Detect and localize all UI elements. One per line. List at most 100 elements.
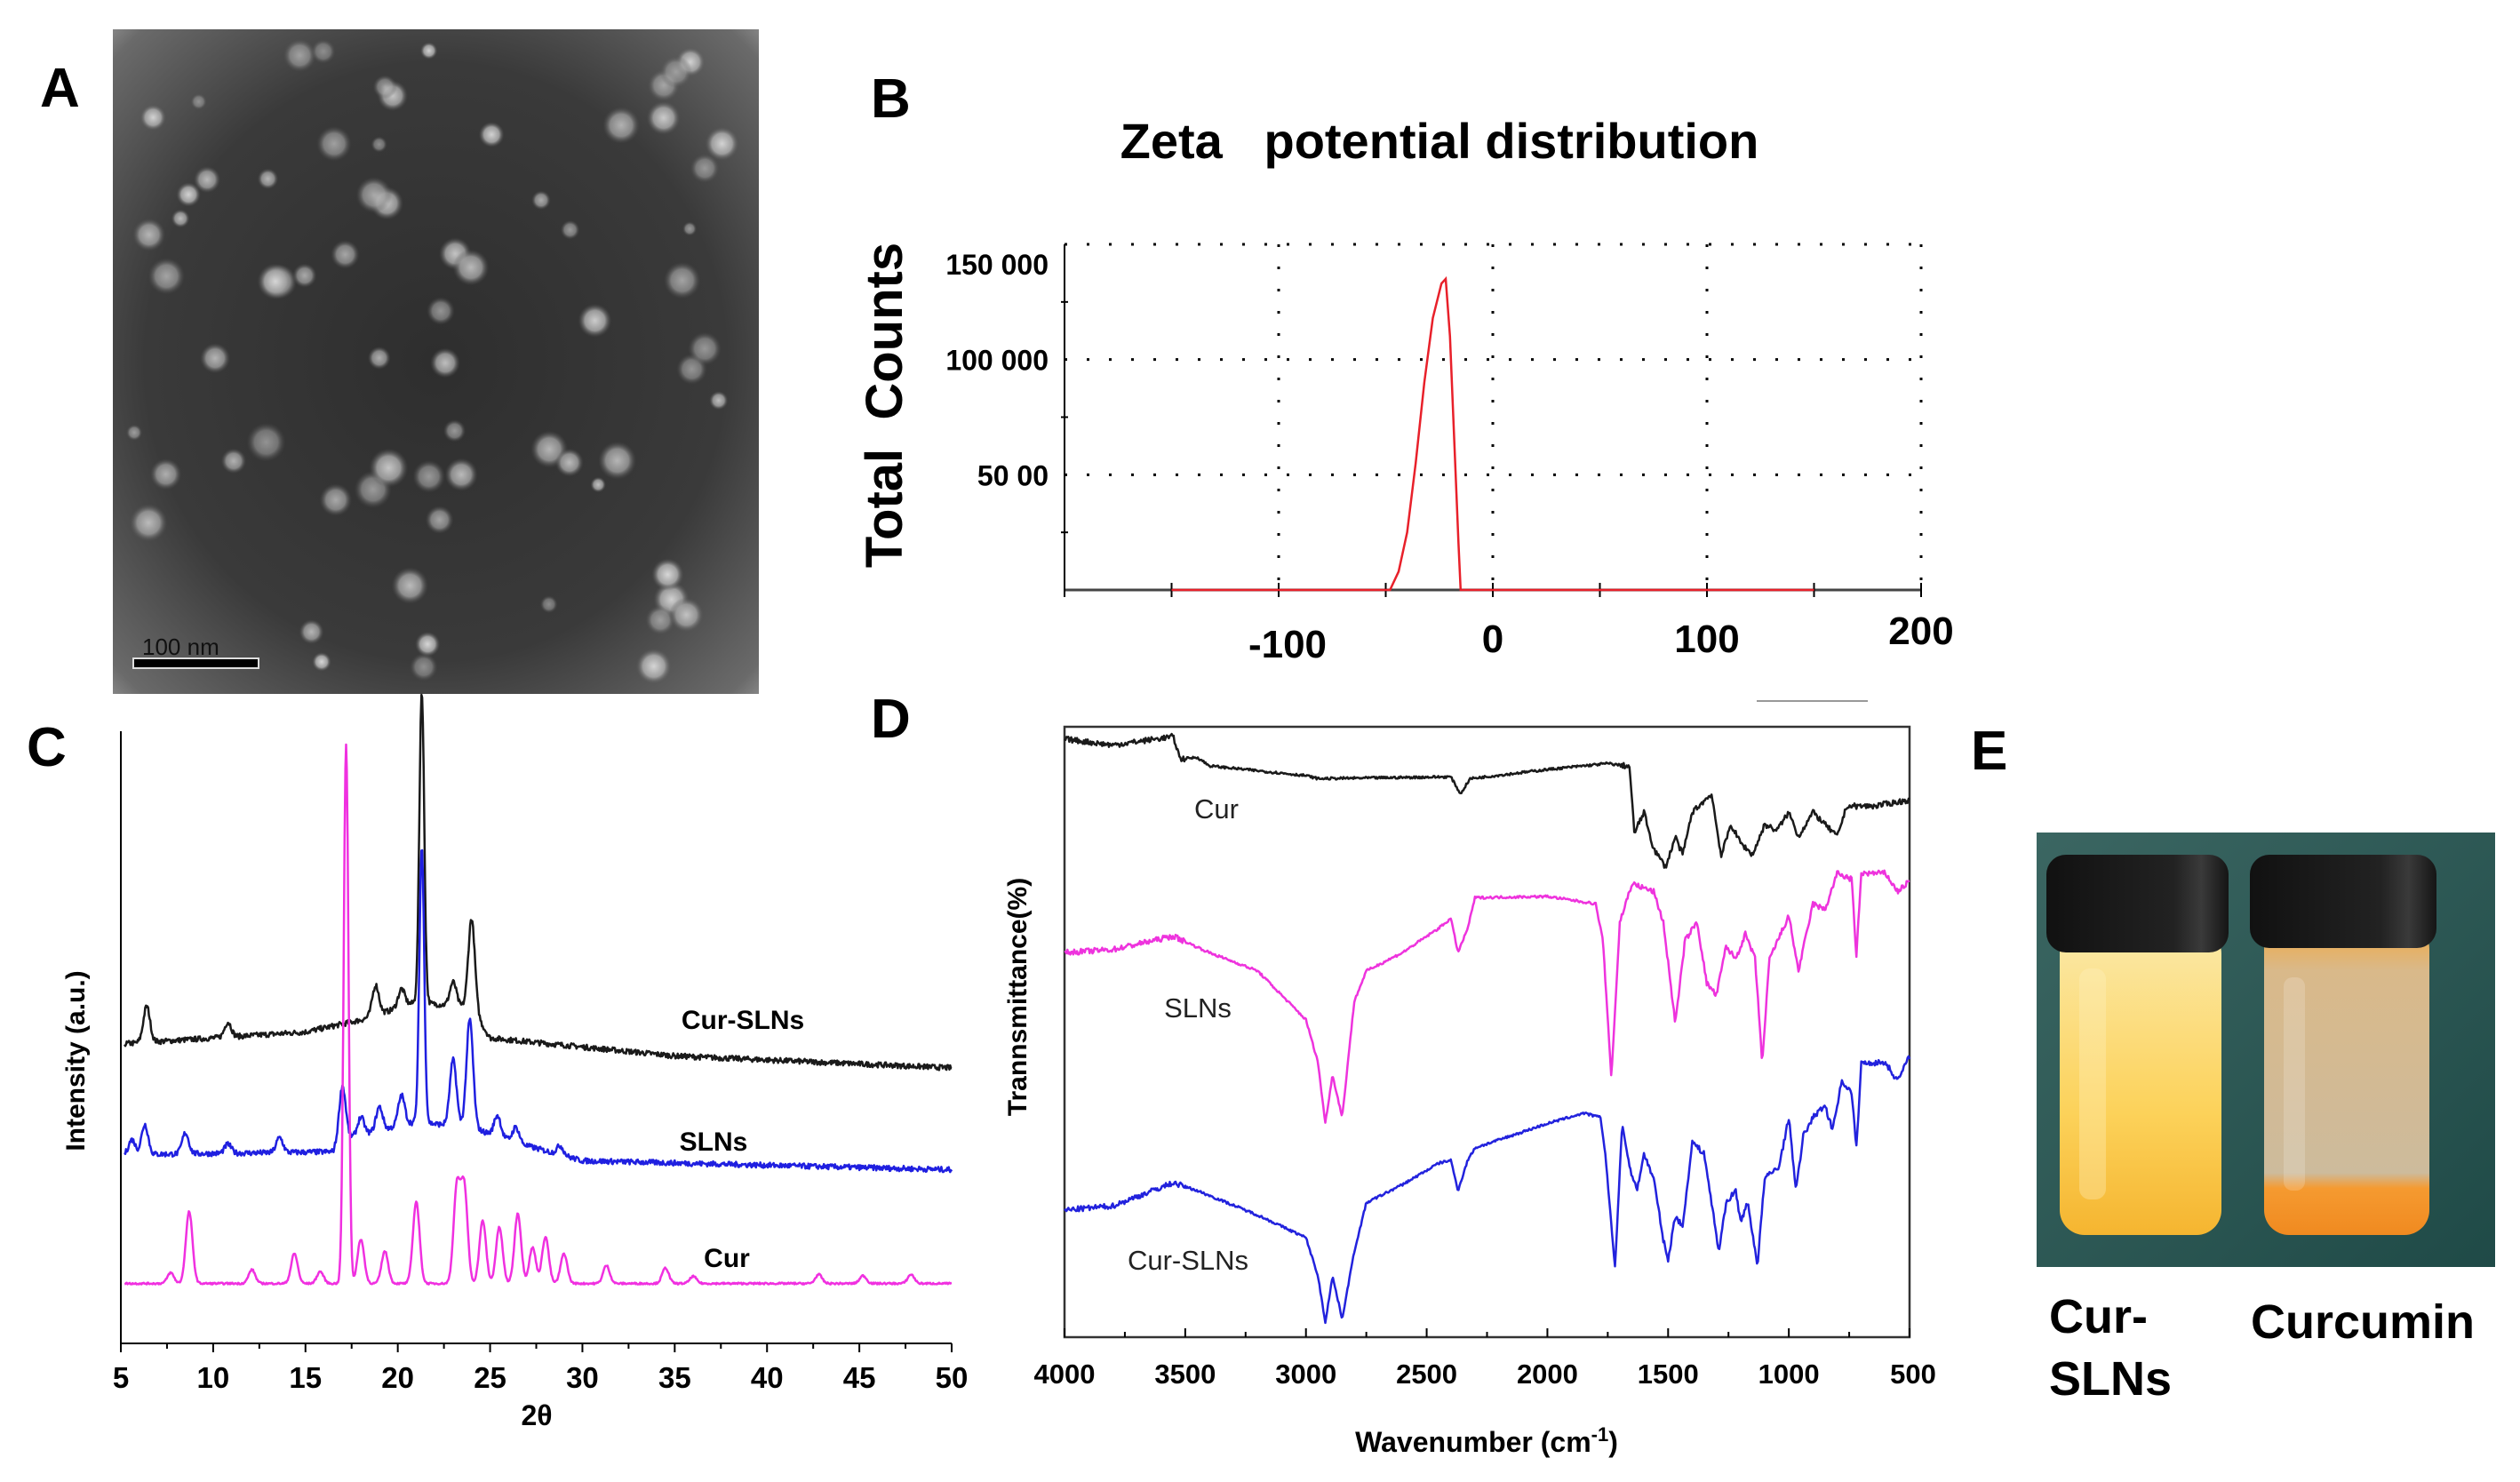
nanoparticle — [283, 38, 316, 72]
nanoparticle — [427, 297, 455, 325]
panel-e: E Cur- SLNs Curcumin — [1971, 721, 2495, 1406]
nanoparticle — [668, 597, 705, 633]
nanoparticle — [663, 261, 701, 299]
nanoparticle — [220, 448, 247, 474]
ftir-series-slns — [1064, 869, 1910, 1124]
xrd-series-label: SLNs — [680, 1127, 748, 1157]
xrd-y-label: Intensity (a.u.) — [61, 970, 91, 1151]
zeta-chart-title: Zeta potential distribution — [1120, 113, 1759, 169]
nanoparticle — [690, 153, 720, 183]
xrd-series-label: Cur-SLNs — [682, 1006, 804, 1035]
zeta-x-tick-label: -100 — [1248, 623, 1327, 666]
nanoparticle — [331, 240, 360, 269]
nanoparticle — [316, 126, 352, 162]
ftir-x-tick-label: 2500 — [1396, 1358, 1457, 1390]
vial-cur-slns — [2046, 855, 2229, 1235]
panel-a-letter: A — [40, 58, 80, 119]
label-cur-slns-line2: SLNs — [2049, 1352, 2172, 1406]
zeta-y-tick-label: 150 000 — [945, 249, 1049, 281]
nanoparticle — [651, 558, 684, 591]
xrd-x-tick-label: 25 — [474, 1361, 506, 1394]
tem-image: 100 nm — [113, 29, 759, 694]
scale-bar-label: 100 nm — [142, 633, 219, 660]
ftir-series-cur-slns — [1064, 1055, 1911, 1325]
panel-a: A 100 nm — [40, 29, 759, 694]
nanoparticle — [539, 595, 558, 613]
ftir-x-tick-label: 1000 — [1758, 1358, 1820, 1390]
zeta-chart: -100 0 100 200 150 000 100 000 50 00 — [945, 243, 1954, 666]
xrd-chart: 5 10 15 20 25 30 35 40 45 50 Cur-SLNs SLNs Cur — [113, 693, 969, 1394]
nanoparticle — [412, 459, 446, 493]
panel-c-letter: C — [27, 717, 67, 778]
vial-curcumin — [2250, 855, 2436, 1235]
nanoparticle — [126, 424, 143, 441]
nanoparticle — [355, 176, 393, 213]
nanoparticle — [430, 347, 460, 378]
xrd-x-tick-label: 45 — [843, 1361, 876, 1394]
xrd-x-tick-label: 50 — [936, 1361, 969, 1394]
ftir-x-tick-label: 500 — [1890, 1358, 1936, 1390]
vials-photo — [2037, 833, 2495, 1267]
xrd-x-tick-label: 35 — [658, 1361, 691, 1394]
ftir-series-label: Cur — [1194, 793, 1239, 825]
nanoparticle — [415, 631, 441, 657]
xrd-x-label: 2θ — [521, 1399, 552, 1431]
nanoparticle — [148, 258, 186, 295]
nanoparticle — [193, 165, 221, 194]
label-curcumin: Curcumin — [2251, 1295, 2475, 1349]
panel-b: B Zeta potential distribution Total Coun… — [856, 68, 1954, 702]
nanoparticle — [659, 55, 692, 89]
nanoparticle — [410, 652, 438, 681]
nanoparticle — [682, 221, 698, 236]
nanoparticle — [257, 168, 279, 189]
ftir-x-tick-label: 3000 — [1275, 1358, 1336, 1390]
zeta-series-line — [1171, 275, 1814, 592]
nanoparticle — [371, 136, 387, 153]
nanoparticle — [705, 126, 739, 162]
nanoparticle — [391, 567, 429, 604]
xrd-x-tick-label: 30 — [566, 1361, 599, 1394]
ftir-x-tick-label: 1500 — [1638, 1358, 1699, 1390]
nanoparticle — [312, 652, 331, 672]
xrd-series-slns — [124, 849, 953, 1174]
nanoparticle — [171, 209, 190, 228]
ftir-x-tick-label: 3500 — [1154, 1358, 1216, 1390]
nanoparticle — [420, 42, 438, 60]
ftir-y-label: Trannsmittance(%) — [1003, 878, 1033, 1116]
nanoparticle — [709, 391, 729, 410]
nanoparticle — [292, 263, 317, 288]
nanoparticle — [478, 122, 505, 147]
nanoparticle — [635, 648, 673, 685]
nanoparticle — [443, 419, 467, 442]
zeta-y-tick-label: 100 000 — [945, 345, 1049, 377]
nanoparticle — [257, 263, 294, 300]
nanoparticle — [645, 604, 675, 635]
scale-bar — [132, 657, 259, 669]
nanoparticle — [246, 422, 286, 462]
zeta-x-tick-label: 0 — [1482, 618, 1503, 661]
ftir-series-cur — [1064, 732, 1910, 869]
xrd-x-tick-label: 40 — [751, 1361, 784, 1394]
panel-d: D Trannsmittance(%) Wavenumber (cm-1) 40… — [871, 689, 1936, 1458]
nanoparticle — [578, 303, 612, 338]
nanoparticle — [590, 476, 606, 493]
panel-c: C Intensity (a.u.) 2θ 5 10 15 20 25 30 35 40 45 5… — [27, 693, 969, 1431]
nanoparticle — [369, 448, 409, 488]
ftir-x-label: Wavenumber (cm-1) — [1355, 1423, 1618, 1459]
nanoparticle — [132, 218, 166, 251]
panel-b-letter: B — [871, 68, 911, 130]
zeta-x-tick-label: 100 — [1674, 618, 1739, 661]
nanoparticle — [190, 93, 207, 110]
ftir-x-tick-label: 4000 — [1034, 1358, 1096, 1390]
nanoparticle — [299, 619, 324, 645]
nanoparticle — [598, 441, 637, 480]
nanoparticle — [554, 448, 584, 477]
ftir-series-label: Cur-SLNs — [1128, 1245, 1248, 1276]
panel-d-letter: D — [871, 689, 911, 750]
ftir-x-tick-label: 2000 — [1517, 1358, 1578, 1390]
nanoparticle — [444, 458, 478, 491]
nanoparticle — [129, 503, 168, 542]
xrd-series-label: Cur — [704, 1244, 750, 1273]
nanoparticle — [149, 458, 182, 490]
